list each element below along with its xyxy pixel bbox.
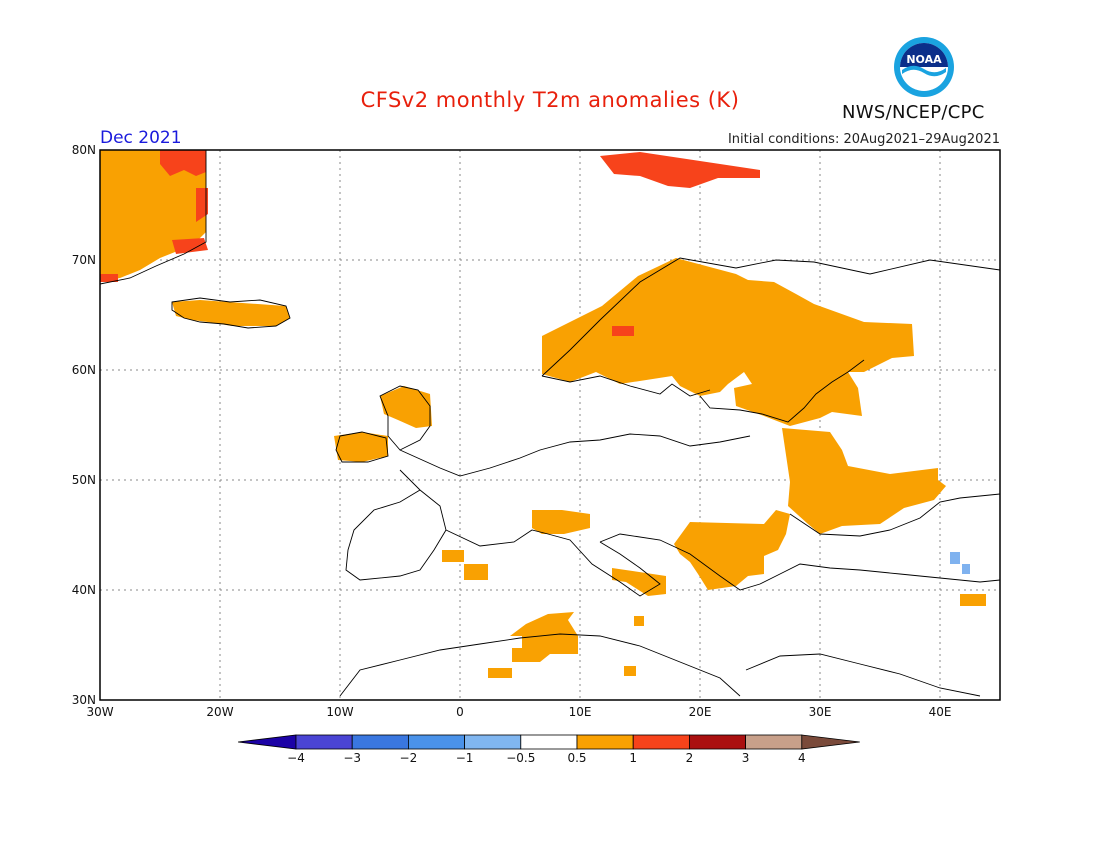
legend-box [632,734,690,750]
legend-tick-label: 2 [686,751,694,765]
lon-tick-label: 20W [206,705,233,719]
legend-tick-label: −1 [456,751,474,765]
lon-tick-label: 10E [569,705,592,719]
lon-tick-label: 30W [86,705,113,719]
legend-box [520,734,578,750]
legend-arrow-high [801,734,860,750]
legend-box [351,734,409,750]
forecast-period: Dec 2021 [100,128,182,148]
lat-tick-label: 70N [72,253,96,267]
organization-label: NWS/NCEP/CPC [842,102,985,123]
legend-tick-label: −0.5 [506,751,535,765]
legend-arrow-low [238,734,297,750]
legend-tick-label: 3 [742,751,750,765]
legend-box [745,734,803,750]
legend-box [407,734,465,750]
anomaly-shading-strong [100,150,760,336]
lon-tick-label: 30E [809,705,832,719]
lat-tick-label: 30N [72,693,96,707]
lat-tick-label: 50N [72,473,96,487]
lat-tick-label: 80N [72,143,96,157]
coastlines [99,150,1001,697]
latitude-labels: 30N 40N 50N 60N 70N 80N [72,143,96,707]
legend-tick-label: −3 [343,751,361,765]
legend-tick-labels: −4 −3 −2 −1 −0.5 0.5 1 2 3 4 [287,751,805,765]
legend-tick-label: −4 [287,751,305,765]
lon-tick-label: 10W [326,705,353,719]
color-legend: −4 −3 −2 −1 −0.5 0.5 1 2 3 4 [238,734,860,765]
legend-tick-label: 4 [798,751,806,765]
legend-box [464,734,522,750]
anomaly-shading-cool [950,552,970,574]
map-border [99,149,1001,701]
legend-tick-label: 1 [629,751,637,765]
legend-box [576,734,634,750]
legend-box [688,734,746,750]
longitude-labels: 30W 20W 10W 0 10E 20E 30E 40E [86,705,951,719]
legend-boxes [238,734,860,750]
logo-text: NOAA [906,53,942,66]
lon-tick-label: 0 [456,705,464,719]
legend-tick-label: −2 [400,751,418,765]
lon-tick-label: 20E [689,705,712,719]
lon-tick-label: 40E [929,705,952,719]
noaa-logo: NOAA [894,37,954,97]
lat-tick-label: 40N [72,583,96,597]
initial-conditions: Initial conditions: 20Aug2021–29Aug2021 [727,132,1000,147]
anomaly-shading [100,150,986,678]
anomaly-map: 30N 40N 50N 60N 70N 80N 30W 20W 10W 0 10E 20E 30E 40… [72,143,1001,719]
legend-tick-label: 0.5 [567,751,586,765]
legend-box [295,734,353,750]
lat-tick-label: 60N [72,363,96,377]
map-title: CFSv2 monthly T2m anomalies (K) [360,88,740,112]
